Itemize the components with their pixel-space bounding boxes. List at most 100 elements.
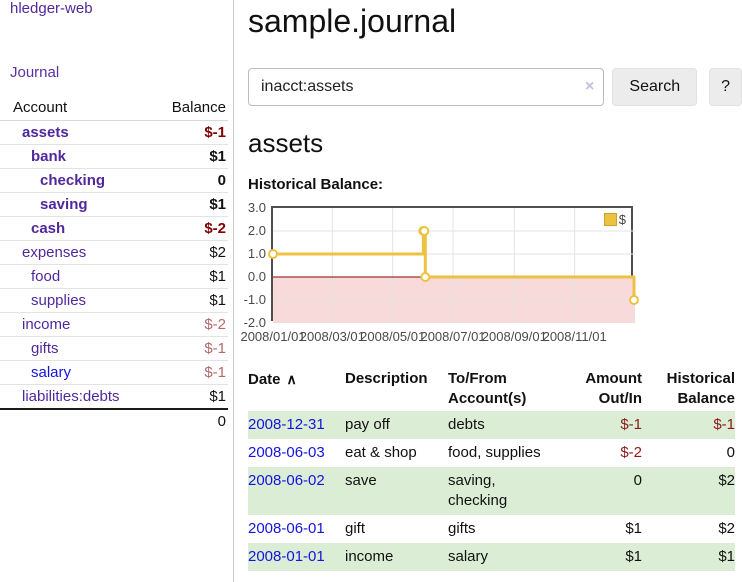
date-cell: 2008-12-31 xyxy=(248,411,345,439)
register-row: 2008-12-31 pay off debts $-1 $-1 xyxy=(248,411,735,439)
x-tick-label: 2008/05/01 xyxy=(360,329,426,344)
y-tick-label: -2.0 xyxy=(243,315,266,330)
account-link[interactable]: salary xyxy=(31,364,72,381)
account-balance: $-1 xyxy=(155,336,228,361)
y-tick-label: 3.0 xyxy=(247,200,266,215)
search-box: × xyxy=(248,68,605,106)
balance-cell: $2 xyxy=(718,472,735,489)
account-link[interactable]: expenses xyxy=(22,244,87,261)
x-tick-label: 2008/01/01 xyxy=(240,329,306,344)
register-column-account: To/From Account(s) xyxy=(448,370,527,407)
account-row: bank $1 xyxy=(0,144,228,169)
chart-svg xyxy=(268,208,640,323)
legend-label: $ xyxy=(618,212,626,227)
accounts-total-row: 0 xyxy=(0,408,228,433)
account-link[interactable]: supplies xyxy=(31,292,87,309)
account-row: income $-2 xyxy=(0,312,228,337)
accounts-cell: salary xyxy=(448,548,489,565)
sort-ascending-icon: ∧ xyxy=(286,371,297,387)
date-link[interactable]: 2008-12-31 xyxy=(248,416,325,433)
help-button[interactable]: ? xyxy=(709,68,742,106)
account-row: food $1 xyxy=(0,264,228,289)
app-brand-link[interactable]: hledger-web xyxy=(10,0,93,17)
account-balance: $-2 xyxy=(155,312,228,337)
x-tick-label: 2008/09/01 xyxy=(481,329,547,344)
account-link[interactable]: food xyxy=(31,268,61,285)
register-row: 2008-06-01 gift gifts $1 $2 xyxy=(248,515,735,543)
sidebar: hledger-web Journal Account Balance asse… xyxy=(0,0,228,433)
date-cell: 2008-06-01 xyxy=(248,515,345,543)
accounts-column-account: Account xyxy=(0,96,156,121)
register-row: 2008-06-03 eat & shop food, supplies $-2 0 xyxy=(248,439,735,467)
description-cell: pay off xyxy=(345,416,390,433)
account-link[interactable]: liabilities:debts xyxy=(22,388,120,405)
account-link[interactable]: checking xyxy=(40,172,106,189)
account-balance: $1 xyxy=(155,144,228,169)
accounts-total-value: 0 xyxy=(155,408,228,433)
account-balance: $-1 xyxy=(155,360,228,385)
account-balance: $2 xyxy=(155,240,228,265)
date-link[interactable]: 2008-06-02 xyxy=(248,472,325,489)
clear-search-icon[interactable]: × xyxy=(585,78,595,95)
account-link[interactable]: income xyxy=(22,316,71,333)
y-tick-label: -1.0 xyxy=(243,292,266,307)
amount-cell: $-2 xyxy=(620,444,642,461)
amount-cell: 0 xyxy=(633,472,642,489)
accounts-cell: saving, checking xyxy=(448,472,508,509)
description-cell: income xyxy=(345,548,394,565)
search-input[interactable] xyxy=(248,68,605,106)
main-panel: sample.journal × Search ? assets Histori… xyxy=(240,0,742,571)
account-balance: $1 xyxy=(155,264,228,289)
register-column-balance: Historical Balance xyxy=(666,370,735,407)
account-row: liabilities:debts $1 xyxy=(0,385,228,410)
accounts-table: Account Balance assets $-1 bank $1 checking 0… xyxy=(0,96,228,433)
register-column-date[interactable]: Date ∧ xyxy=(248,371,297,388)
accounts-cell: food, supplies xyxy=(448,444,541,461)
date-link[interactable]: 2008-01-01 xyxy=(248,548,325,565)
account-row: saving $1 xyxy=(0,192,228,217)
account-row: salary $-1 xyxy=(0,360,228,385)
x-tick-label: 2008/11/01 xyxy=(542,329,607,344)
account-link[interactable]: cash xyxy=(31,220,66,237)
account-balance: 0 xyxy=(155,168,228,193)
x-tick-label: 2008/07/01 xyxy=(420,329,486,344)
historical-balance-chart[interactable]: $ 3.0 2.0 1.0 0.0 -1.0 -2.0 2008/01/01 2008/03/… xyxy=(240,201,720,348)
accounts-total-spacer xyxy=(0,408,156,433)
y-tick-label: 1.0 xyxy=(247,246,266,261)
date-cell: 2008-06-03 xyxy=(248,439,345,467)
accounts-column-balance: Balance xyxy=(155,96,228,121)
account-row: assets $-1 xyxy=(0,120,228,145)
amount-cell: $1 xyxy=(625,520,642,537)
date-cell: 2008-06-02 xyxy=(248,467,345,515)
balance-cell: $2 xyxy=(718,520,735,537)
y-tick-label: 0.0 xyxy=(247,269,266,284)
account-balance: $-1 xyxy=(155,120,228,145)
account-balance: $1 xyxy=(155,192,228,217)
chart-legend: $ xyxy=(603,212,626,227)
account-link[interactable]: assets xyxy=(22,124,69,141)
account-row: supplies $1 xyxy=(0,288,228,313)
search-button[interactable]: Search xyxy=(612,68,698,106)
register-row: 2008-01-01 income salary $1 $1 xyxy=(248,543,735,571)
balance-cell: 0 xyxy=(726,444,735,461)
chart-plot-area[interactable]: $ xyxy=(268,206,640,323)
account-balance: $1 xyxy=(209,388,226,405)
page-title: sample.journal xyxy=(248,3,457,39)
date-link[interactable]: 2008-06-01 xyxy=(248,520,325,537)
account-row: checking 0 xyxy=(0,168,228,193)
description-cell: gift xyxy=(345,520,366,537)
register-column-amount: Amount Out/In xyxy=(585,370,642,407)
sidebar-item-journal[interactable]: Journal xyxy=(10,64,60,81)
account-link[interactable]: saving xyxy=(40,196,88,213)
date-link[interactable]: 2008-06-03 xyxy=(248,444,325,461)
register-row: 2008-06-02 save saving, checking 0 $2 xyxy=(248,467,735,515)
balance-cell: $-1 xyxy=(713,416,735,433)
register-column-description: Description xyxy=(345,370,428,387)
legend-swatch-icon xyxy=(603,213,617,226)
account-link[interactable]: bank xyxy=(31,148,67,165)
account-heading: assets xyxy=(248,128,324,158)
account-row: expenses $2 xyxy=(0,240,228,265)
x-tick-label: 2008/03/01 xyxy=(299,329,365,344)
sidebar-divider xyxy=(233,0,234,582)
account-link[interactable]: gifts xyxy=(31,340,59,357)
